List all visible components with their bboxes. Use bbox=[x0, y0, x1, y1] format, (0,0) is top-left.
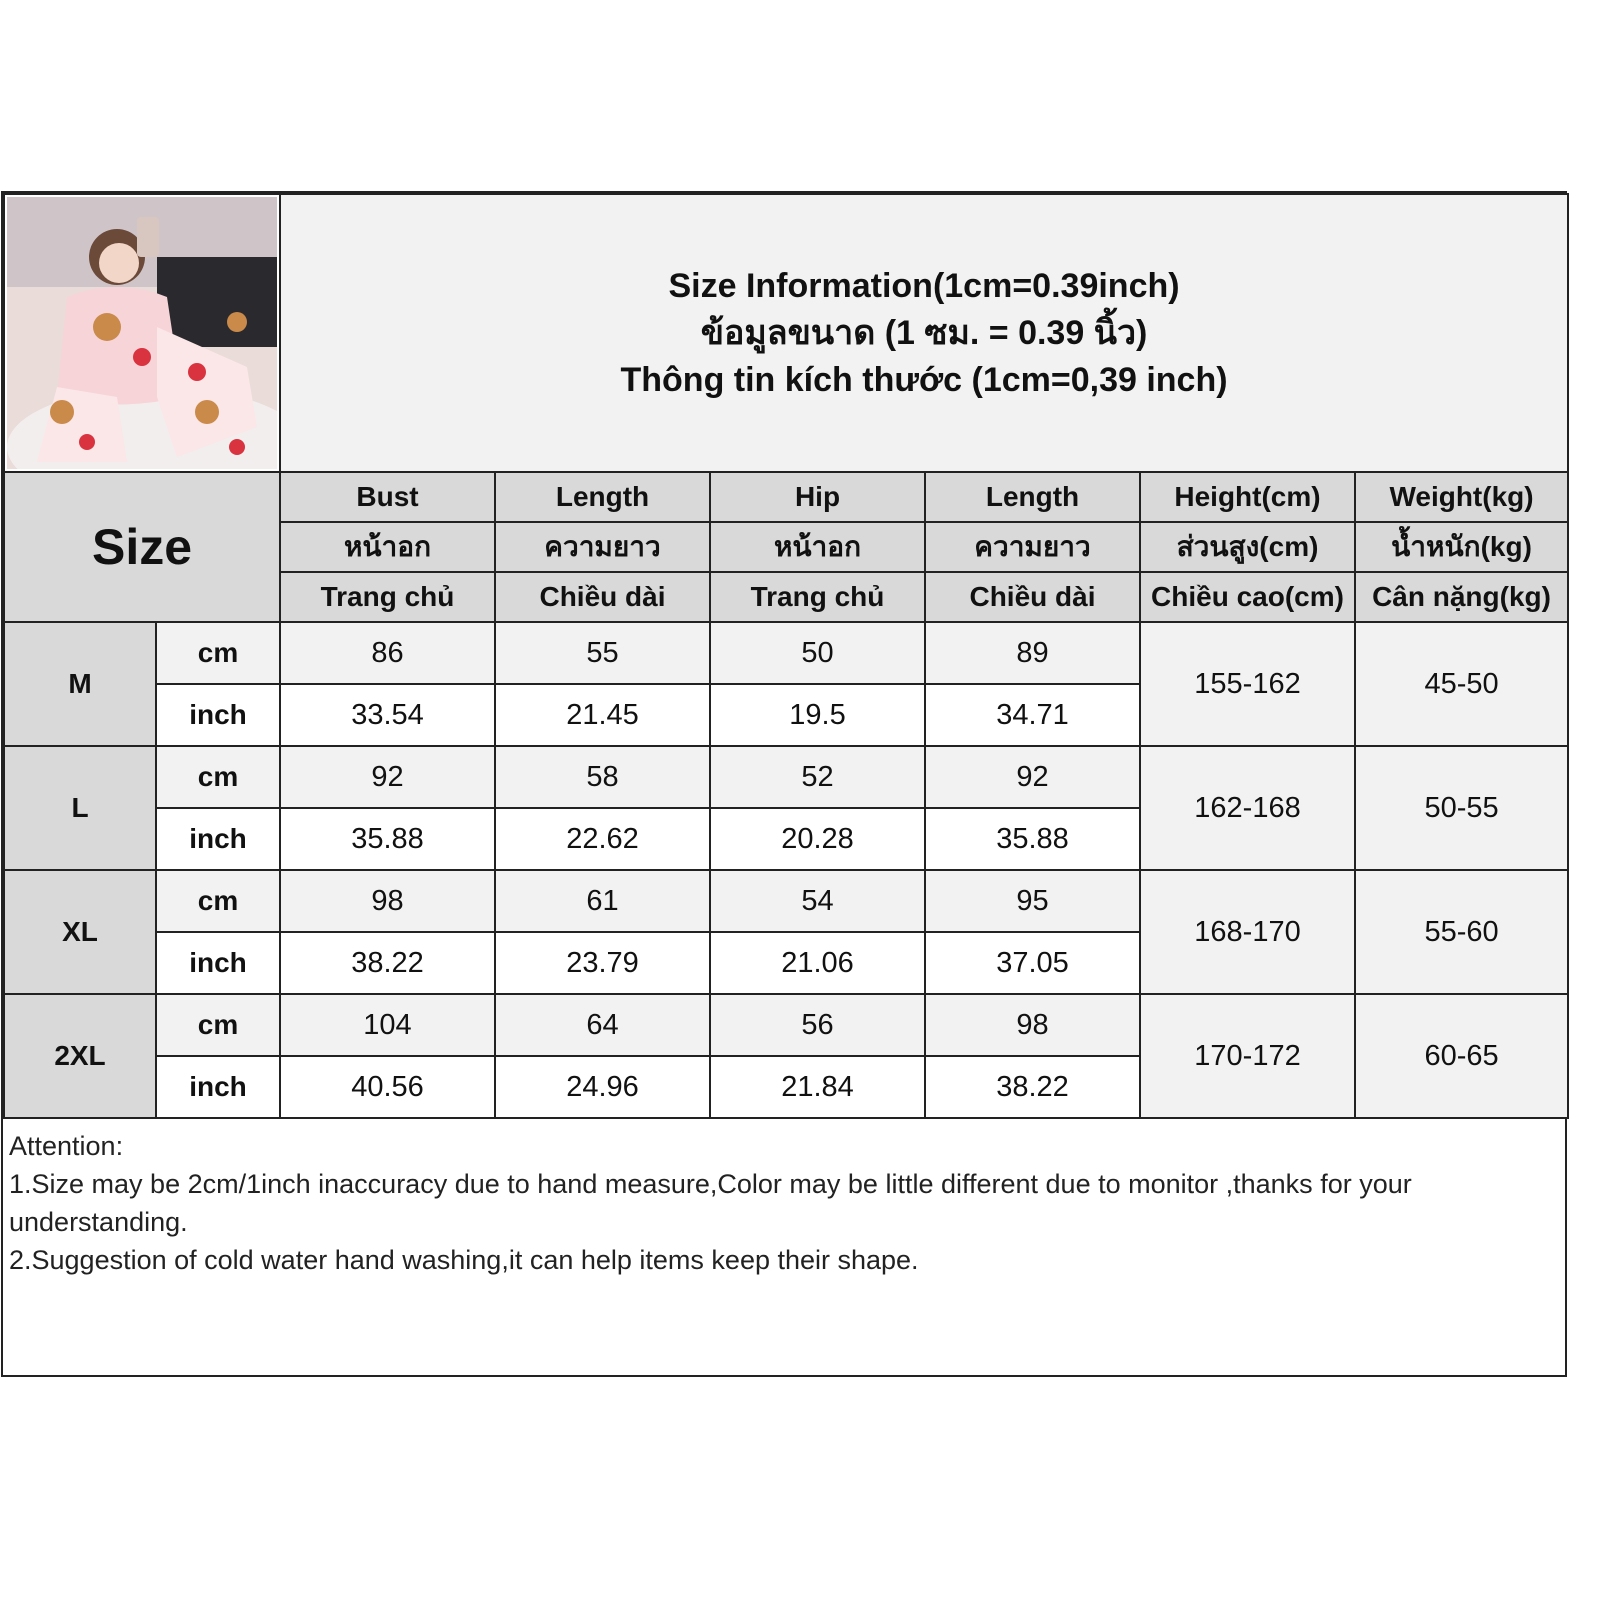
product-photo bbox=[3, 193, 281, 473]
measurement-cell: 95 bbox=[924, 869, 1141, 933]
measurement-cell: 21.84 bbox=[709, 1055, 926, 1119]
measurement-cell: 19.5 bbox=[709, 683, 926, 747]
column-header-vi: Chiều cao(cm) bbox=[1139, 571, 1356, 623]
size-label: M bbox=[3, 621, 157, 747]
column-header-th: ความยาว bbox=[924, 521, 1141, 573]
measurement-cell: 21.06 bbox=[709, 931, 926, 995]
measurement-cell: 37.05 bbox=[924, 931, 1141, 995]
measurement-cell: 38.22 bbox=[924, 1055, 1141, 1119]
table-row: 2XL cm 104 64 56 98 170-172 60-65 bbox=[3, 993, 1570, 1119]
table-row: inch 33.54 21.45 19.5 34.71 bbox=[4, 683, 1568, 747]
unit-label: cm bbox=[155, 621, 281, 685]
column-header-vi: Trang chủ bbox=[279, 571, 496, 623]
measurement-cell: 40.56 bbox=[279, 1055, 496, 1119]
size-label: 2XL bbox=[3, 993, 157, 1119]
column-header-th: ความยาว bbox=[494, 521, 711, 573]
title-th: ข้อมูลขนาด (1 ซม. = 0.39 นิ้ว) bbox=[700, 313, 1148, 352]
measurement-cell: 24.96 bbox=[494, 1055, 711, 1119]
column-header-vi: Trang chủ bbox=[709, 571, 926, 623]
table-row: inch 38.22 23.79 21.06 37.05 bbox=[4, 931, 1568, 995]
unit-label: cm bbox=[155, 993, 281, 1057]
header-row-vi: Trang chủ Chiều dài Trang chủ Chiều dài Chiề… bbox=[4, 571, 1570, 623]
model-pajama-photo bbox=[7, 197, 277, 469]
size-header: Size bbox=[3, 471, 281, 623]
measurement-cell: 98 bbox=[279, 869, 496, 933]
table-row: inch 40.56 24.96 21.84 38.22 bbox=[4, 1055, 1568, 1119]
measurement-cell: 52 bbox=[709, 745, 926, 809]
table-row: XL cm 98 61 54 95 168-170 55-60 bbox=[3, 869, 1570, 995]
measurement-cell: 35.88 bbox=[924, 807, 1141, 871]
column-header-vi: Chiều dài bbox=[924, 571, 1141, 623]
column-header-th: หน้าอก bbox=[279, 521, 496, 573]
column-header-en: Height(cm) bbox=[1139, 471, 1356, 523]
weight-range: 55-60 bbox=[1353, 869, 1570, 995]
size-label: L bbox=[3, 745, 157, 871]
measurement-cell: 20.28 bbox=[709, 807, 926, 871]
measurement-cell: 22.62 bbox=[494, 807, 711, 871]
column-header-vi: Cân nặng(kg) bbox=[1353, 571, 1570, 623]
height-range: 155-162 bbox=[1139, 621, 1356, 747]
table-row: inch 35.88 22.62 20.28 35.88 bbox=[4, 807, 1568, 871]
measurement-cell: 34.71 bbox=[924, 683, 1141, 747]
measurement-cell: 35.88 bbox=[279, 807, 496, 871]
header-row-th: หน้าอก ความยาว หน้าอก ความยาว ส่วนสูง(cm) น้ำ… bbox=[4, 521, 1570, 573]
column-header-th: ส่วนสูง(cm) bbox=[1139, 521, 1356, 573]
measurement-cell: 92 bbox=[279, 745, 496, 809]
unit-label: inch bbox=[155, 807, 281, 871]
measurement-cell: 56 bbox=[709, 993, 926, 1057]
measurement-cell: 58 bbox=[494, 745, 711, 809]
height-range: 162-168 bbox=[1139, 745, 1356, 871]
attention-note-1: 1.Size may be 2cm/1inch inaccuracy due t… bbox=[9, 1169, 1412, 1237]
measurement-cell: 89 bbox=[924, 621, 1141, 685]
weight-range: 60-65 bbox=[1353, 993, 1570, 1119]
column-header-en: Weight(kg) bbox=[1353, 471, 1570, 523]
measurement-cell: 64 bbox=[494, 993, 711, 1057]
measurement-cell: 50 bbox=[709, 621, 926, 685]
measurement-cell: 61 bbox=[494, 869, 711, 933]
measurement-cell: 98 bbox=[924, 993, 1141, 1057]
column-header-en: Hip bbox=[709, 471, 926, 523]
unit-label: inch bbox=[155, 931, 281, 995]
measurement-cell: 38.22 bbox=[279, 931, 496, 995]
height-range: 168-170 bbox=[1139, 869, 1356, 995]
weight-range: 45-50 bbox=[1353, 621, 1570, 747]
unit-label: inch bbox=[155, 683, 281, 747]
measurement-cell: 92 bbox=[924, 745, 1141, 809]
header-row-en: Size Bust Length Hip Length Height(cm) Weight(… bbox=[3, 471, 1570, 623]
column-header-en: Length bbox=[494, 471, 711, 523]
column-header-th: น้ำหนัก(kg) bbox=[1353, 521, 1570, 573]
column-header-en: Length bbox=[924, 471, 1141, 523]
measurement-cell: 23.79 bbox=[494, 931, 711, 995]
unit-label: inch bbox=[155, 1055, 281, 1119]
title-vi: Thông tin kích thước (1cm=0,39 inch) bbox=[620, 360, 1228, 399]
unit-label: cm bbox=[155, 745, 281, 809]
size-label: XL bbox=[3, 869, 157, 995]
column-header-en: Bust bbox=[279, 471, 496, 523]
attention-note-2: 2.Suggestion of cold water hand washing,… bbox=[9, 1245, 919, 1275]
unit-label: cm bbox=[155, 869, 281, 933]
column-header-th: หน้าอก bbox=[709, 521, 926, 573]
attention-heading: Attention: bbox=[9, 1131, 124, 1161]
attention-notes: Attention: 1.Size may be 2cm/1inch inacc… bbox=[3, 1123, 1563, 1283]
height-range: 170-172 bbox=[1139, 993, 1356, 1119]
measurement-cell: 21.45 bbox=[494, 683, 711, 747]
measurement-cell: 33.54 bbox=[279, 683, 496, 747]
measurement-cell: 54 bbox=[709, 869, 926, 933]
measurement-cell: 86 bbox=[279, 621, 496, 685]
measurement-cell: 104 bbox=[279, 993, 496, 1057]
size-chart: Size Information(1cm=0.39inch) ข้อมูลขนา… bbox=[1, 191, 1570, 1377]
title-cell: Size Information(1cm=0.39inch) ข้อมูลขนา… bbox=[278, 193, 1570, 473]
column-header-vi: Chiều dài bbox=[494, 571, 711, 623]
size-table: Size Information(1cm=0.39inch) ข้อมูลขนา… bbox=[3, 193, 1570, 1119]
title-en: Size Information(1cm=0.39inch) bbox=[668, 266, 1180, 305]
measurement-cell: 55 bbox=[494, 621, 711, 685]
weight-range: 50-55 bbox=[1353, 745, 1570, 871]
